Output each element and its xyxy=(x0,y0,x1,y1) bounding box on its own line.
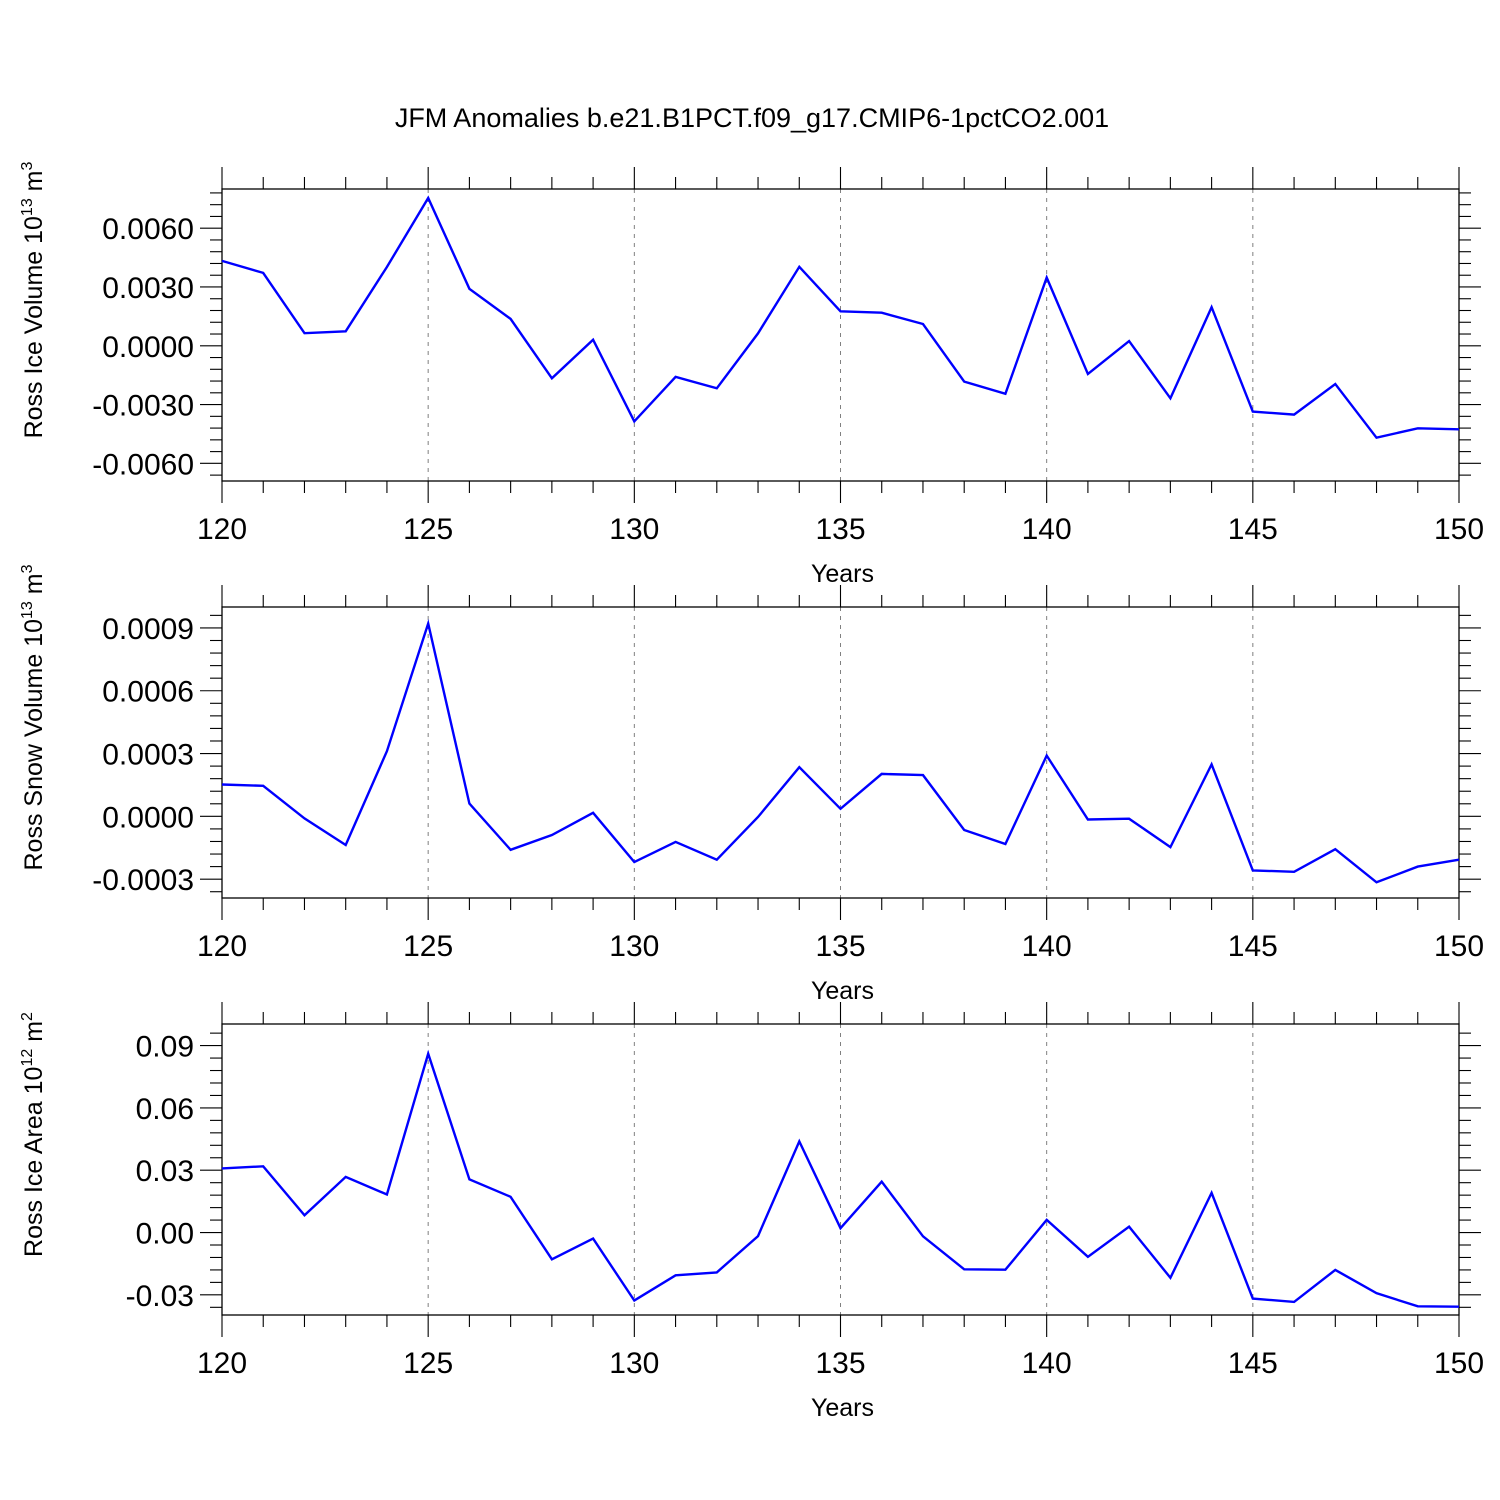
y-tick-label: 0.0000 xyxy=(102,801,194,834)
x-tick-label: 140 xyxy=(1022,513,1072,546)
y-tick-label: 0.00 xyxy=(136,1218,194,1251)
x-tick-label: 140 xyxy=(1022,1347,1072,1380)
series-line xyxy=(221,618,1460,884)
y-tick-label: 0.0003 xyxy=(102,739,194,772)
y-axis-label: Ross Ice Volume 1013 m3 xyxy=(19,161,48,438)
x-tick-label: 150 xyxy=(1434,1347,1484,1380)
y-tick-label: 0.0060 xyxy=(102,213,194,246)
x-tick-label: 145 xyxy=(1228,930,1278,963)
y-axis-label: Ross Snow Volume 1013 m3 xyxy=(19,564,48,870)
panel-ice-volume: 120 125 130 135 140 145 150 0.0060 0.0030 0.0000 -… xyxy=(19,161,1484,588)
y-tick-label: 0.06 xyxy=(136,1093,194,1126)
x-axis-label: Years xyxy=(811,1394,874,1422)
x-tick-label: 145 xyxy=(1228,513,1278,546)
x-tick-label: 150 xyxy=(1434,513,1484,546)
x-tick-label: 140 xyxy=(1022,930,1072,963)
x-tick-label: 125 xyxy=(403,930,453,963)
series-line xyxy=(221,1049,1460,1308)
y-tick-label: 0.0000 xyxy=(102,331,194,364)
series-line xyxy=(221,195,1460,440)
panel-snow-volume: 120 125 130 135 140 145 150 0.0009 0.0006 0.0003 0… xyxy=(19,564,1484,1005)
x-tick-label: 130 xyxy=(609,513,659,546)
x-tick-label: 125 xyxy=(403,1347,453,1380)
x-tick-label: 125 xyxy=(403,513,453,546)
x-tick-label: 145 xyxy=(1228,1347,1278,1380)
x-tick-label: 135 xyxy=(815,1347,865,1380)
x-tick-label: 135 xyxy=(815,930,865,963)
x-axis-label: Years xyxy=(811,560,874,588)
panel-ice-area: 120 125 130 135 140 145 150 0.09 0.06 0.03 0.00 -0.… xyxy=(19,1002,1484,1422)
x-tick-label: 150 xyxy=(1434,930,1484,963)
y-tick-label: 0.0006 xyxy=(102,676,194,709)
y-tick-label: 0.09 xyxy=(136,1031,194,1064)
x-tick-label: 135 xyxy=(815,513,865,546)
y-tick-label: 0.0009 xyxy=(102,613,194,646)
y-tick-label: -0.0060 xyxy=(92,448,194,481)
y-axis-label: Ross Ice Area 1012 m2 xyxy=(19,1012,48,1257)
y-tick-label: -0.0003 xyxy=(92,864,194,897)
y-tick-label: 0.03 xyxy=(136,1155,194,1188)
x-tick-label: 120 xyxy=(197,930,247,963)
y-tick-label: -0.03 xyxy=(126,1280,194,1313)
x-tick-label: 130 xyxy=(609,930,659,963)
x-tick-label: 130 xyxy=(609,1347,659,1380)
figure-title: JFM Anomalies b.e21.B1PCT.f09_g17.CMIP6-… xyxy=(395,103,1109,133)
y-tick-label: 0.0030 xyxy=(102,272,194,305)
x-tick-label: 120 xyxy=(197,1347,247,1380)
y-tick-label: -0.0030 xyxy=(92,390,194,423)
x-axis-label: Years xyxy=(811,977,874,1005)
x-tick-label: 120 xyxy=(197,513,247,546)
